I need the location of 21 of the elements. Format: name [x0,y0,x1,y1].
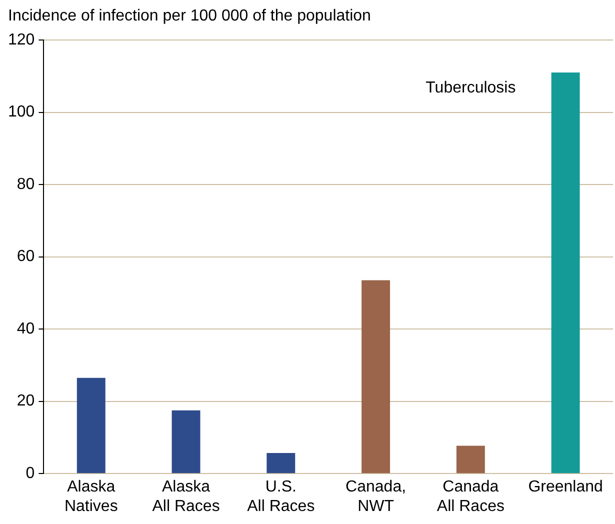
y-tick-label: 120 [8,31,35,48]
x-tick-label: Alaska Natives [64,478,118,515]
y-tick-label: 100 [8,104,35,121]
bar [456,446,485,474]
bar [172,410,200,474]
bar [76,378,106,474]
y-axis-title: Incidence of infection per 100 000 of the population [8,7,371,24]
y-tick-label: 60 [16,248,35,266]
annotation: Tuberculosis [426,79,516,96]
y-tick-label: 20 [16,392,35,410]
y-tick-label: 0 [26,465,35,482]
bar [551,72,580,474]
x-tick-label: Greenland [528,478,603,496]
x-tick-label: Alaska All Races [152,478,220,515]
x-tick-label: Canada All Races [436,478,504,515]
y-tick-label: 80 [16,176,35,193]
x-tick-label: Canada, NWT [346,478,406,515]
y-tick-label: 40 [16,320,35,338]
bar [266,453,296,474]
bar [362,280,390,474]
x-tick-label: U.S. All Races [247,478,315,515]
